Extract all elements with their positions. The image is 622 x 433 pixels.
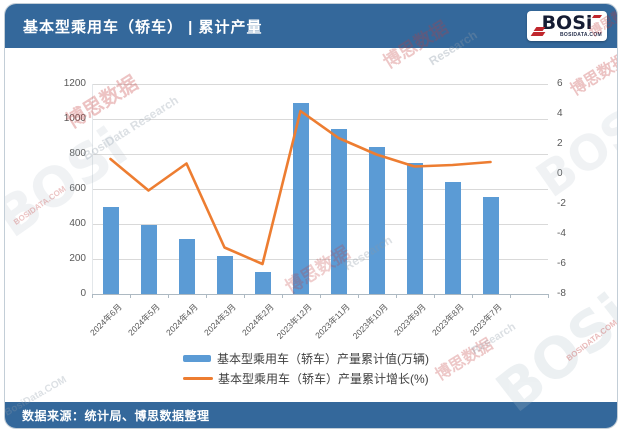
x-axis-tick <box>205 294 207 298</box>
right-axis-tick-label: 6 <box>557 78 563 89</box>
left-axis-tick-label: 1000 <box>63 113 86 124</box>
bar-series-swatch-icon <box>183 354 211 362</box>
gridline <box>92 189 548 190</box>
page-title: 基本型乘用车（轿车） | 累计产量 <box>23 18 263 36</box>
legend-label: 基本型乘用车（轿车）产量累计增长(%) <box>218 371 429 386</box>
bar-2023年7月 <box>482 197 499 294</box>
chart-area: 基本型乘用车（轿车）产量累计值(万辆) 基本型乘用车（轿车）产量累计增长(%) … <box>5 48 617 404</box>
right-axis-tick-label: 2 <box>557 138 563 149</box>
bar-2023年8月 <box>444 181 461 294</box>
logo-site-text: BOSIDATA.COM <box>559 32 602 38</box>
chart-legend: 基本型乘用车（轿车）产量累计值(万辆) 基本型乘用车（轿车）产量累计增长(%) <box>183 348 429 388</box>
header-bar: 基本型乘用车（轿车） | 累计产量 BOSi BOSIDATA.COM <box>5 4 617 48</box>
logo-text: BOSi <box>541 12 593 34</box>
gridline <box>92 84 548 85</box>
left-axis-tick-label: 0 <box>80 288 86 299</box>
x-axis-tick <box>91 294 93 298</box>
bar-2024年4月 <box>178 239 195 294</box>
bar-2023年10月 <box>368 146 385 294</box>
x-axis-tick <box>129 294 131 298</box>
bar-2023年9月 <box>406 163 423 294</box>
line-series-swatch-icon <box>183 376 213 380</box>
gridline <box>92 259 548 260</box>
right-axis-tick-label: -8 <box>557 288 566 299</box>
right-axis-tick-label: -4 <box>557 228 566 239</box>
x-axis-tick <box>167 294 169 298</box>
left-axis-tick-label: 200 <box>69 253 86 264</box>
gridline <box>92 154 548 155</box>
x-axis-tick <box>357 294 359 298</box>
gridline <box>92 224 548 225</box>
logo-stripe-icon <box>530 32 546 36</box>
report-card: 基本型乘用车（轿车） | 累计产量 BOSi BOSIDATA.COM 基本型乘… <box>4 3 618 429</box>
x-axis-tick <box>547 294 549 298</box>
x-axis-tick <box>509 294 511 298</box>
left-axis-tick-label: 400 <box>69 218 86 229</box>
bar-2024年6月 <box>102 207 119 294</box>
right-axis-tick-label: -2 <box>557 198 566 209</box>
left-axis-tick-label: 800 <box>69 148 86 159</box>
bar-2024年3月 <box>216 255 233 294</box>
x-axis-tick <box>395 294 397 298</box>
x-axis-tick <box>281 294 283 298</box>
right-axis-tick-label: 0 <box>557 168 563 179</box>
left-axis-line <box>92 84 93 294</box>
footer-bar: 数据来源：统计局、博思数据整理 <box>5 402 617 428</box>
gridline <box>92 119 548 120</box>
growth-line <box>109 109 492 266</box>
x-axis-tick <box>433 294 435 298</box>
right-axis-tick-label: -6 <box>557 258 566 269</box>
bosi-logo: BOSi BOSIDATA.COM <box>527 11 607 41</box>
bar-2023年11月 <box>330 128 347 294</box>
x-axis-tick <box>243 294 245 298</box>
bar-2023年12月 <box>292 103 309 294</box>
data-source-text: 数据来源：统计局、博思数据整理 <box>22 408 210 423</box>
legend-item-bar-series: 基本型乘用车（轿车）产量累计值(万辆) <box>183 348 429 368</box>
legend-label: 基本型乘用车（轿车）产量累计值(万辆) <box>217 351 429 366</box>
bar-2024年2月 <box>254 271 271 294</box>
legend-item-line-series: 基本型乘用车（轿车）产量累计增长(%) <box>183 368 429 388</box>
x-axis-tick <box>471 294 473 298</box>
bar-2024年5月 <box>140 225 157 294</box>
x-axis-tick <box>319 294 321 298</box>
left-axis-tick-label: 600 <box>69 183 86 194</box>
right-axis-tick-label: 4 <box>557 108 563 119</box>
logo-stripe-icon <box>591 15 603 18</box>
left-axis-tick-label: 1200 <box>63 78 86 89</box>
